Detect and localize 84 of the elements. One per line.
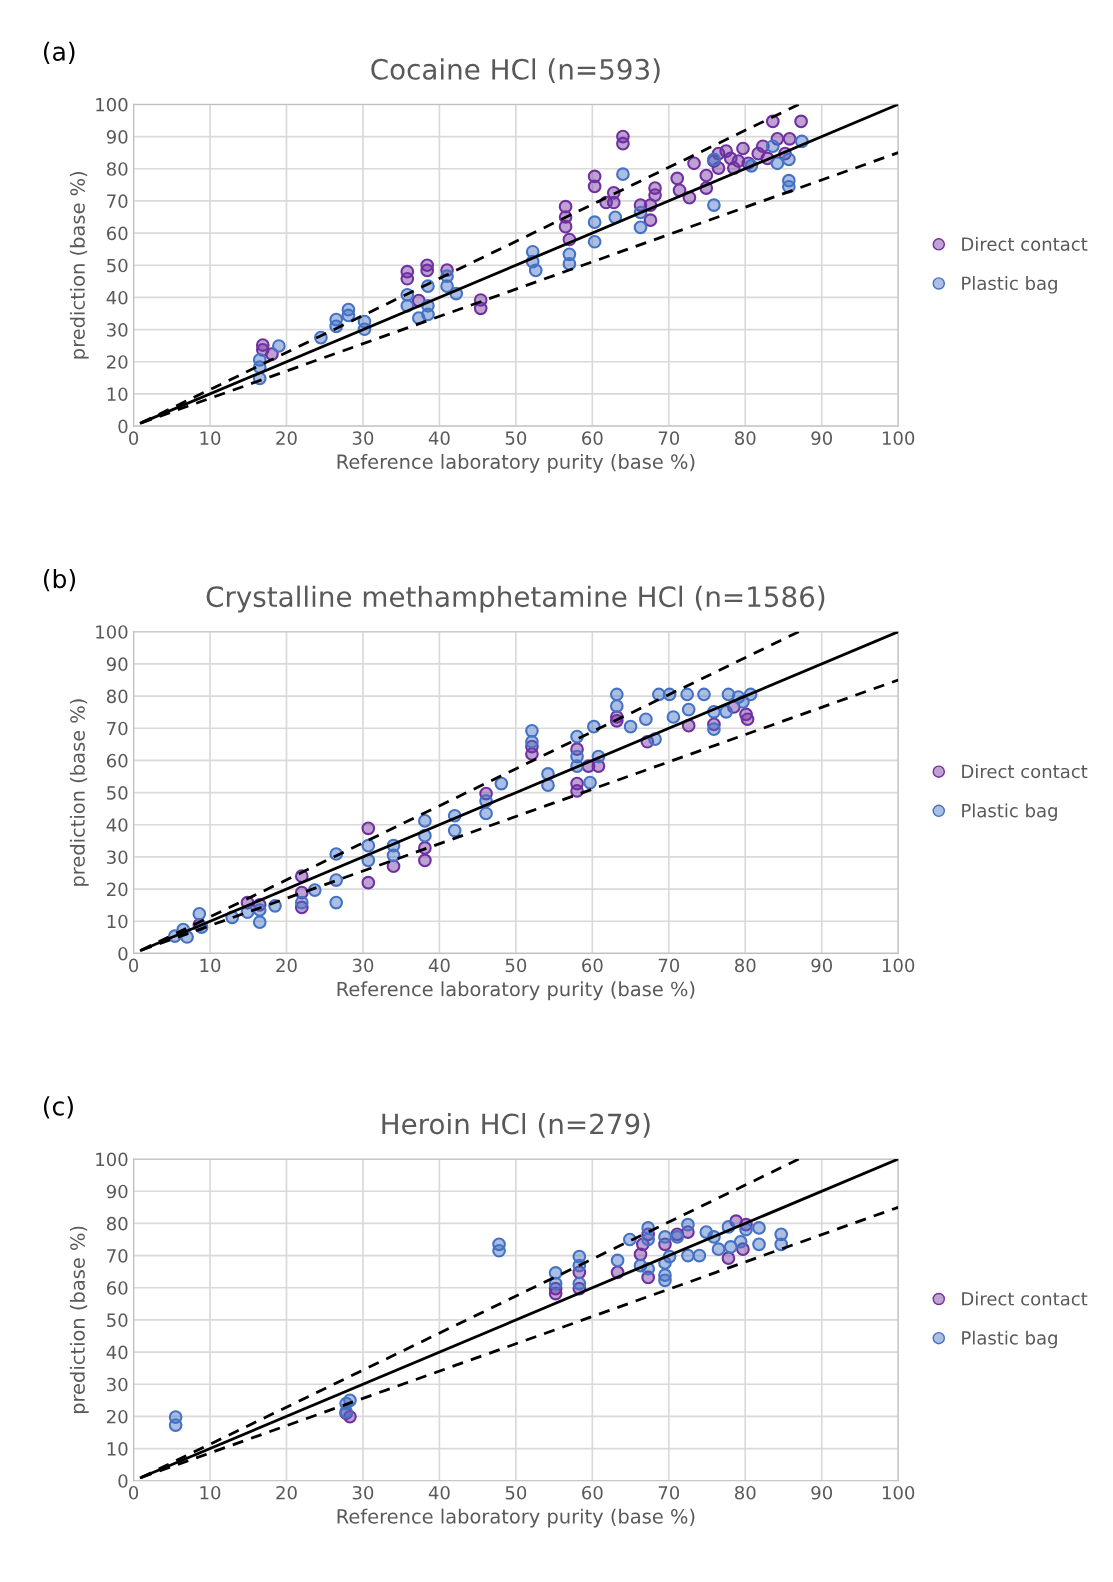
x-tick-label: 20 — [276, 958, 297, 973]
x-tick-label: 90 — [811, 431, 833, 445]
x-tick-label: 90 — [811, 958, 833, 973]
y-tick-label: 20 — [107, 882, 128, 897]
x-tick-label: 30 — [352, 1485, 374, 1500]
legend-label: Direct contact — [962, 764, 1088, 779]
x-tick-label: 100 — [882, 1485, 915, 1500]
y-tick-label: 60 — [106, 226, 128, 241]
y-tick-label: 80 — [106, 689, 128, 704]
x-tick-label: 20 — [276, 431, 297, 445]
y-tick-label: 60 — [106, 1281, 128, 1295]
y-tick-label: 50 — [107, 258, 128, 273]
y-tick-label: 80 — [106, 162, 128, 176]
x-axis-title: Reference laboratory purity (base %) — [337, 981, 695, 1001]
y-axis-title: prediction (base %) — [69, 1226, 89, 1414]
y-tick-label: 70 — [107, 1249, 128, 1263]
x-tick-label: 0 — [129, 431, 139, 445]
y-tick-label: 90 — [106, 1184, 128, 1199]
y-tick-label: 90 — [106, 657, 128, 672]
x-axis-title: Reference laboratory purity (base %) — [337, 453, 695, 473]
legend-label: Plastic bag — [962, 1330, 1057, 1349]
y-tick-label: 70 — [107, 721, 128, 736]
y-tick-label: 30 — [107, 850, 128, 865]
text: (b) — [43, 568, 76, 592]
x-tick-label: 70 — [658, 431, 680, 445]
x-tick-label: 50 — [505, 1485, 527, 1500]
x-tick-label: 10 — [200, 431, 221, 445]
y-tick-label: 80 — [106, 1216, 128, 1231]
x-tick-label: 40 — [428, 958, 450, 973]
y-tick-label: 100 — [96, 625, 128, 639]
y-tick-label: 50 — [107, 1313, 128, 1328]
x-tick-label: 50 — [505, 958, 527, 973]
legend-label: Direct contact — [962, 1291, 1088, 1306]
legend-label: Direct contact — [962, 236, 1088, 251]
x-tick-label: 10 — [200, 958, 221, 973]
chart-title: Crystalline methamphetamine HCl (n=1586) — [206, 585, 825, 613]
x-tick-label: 100 — [882, 958, 915, 973]
x-tick-label: 80 — [735, 958, 756, 973]
y-tick-label: 40 — [106, 818, 128, 832]
y-tick-label: 90 — [106, 130, 128, 144]
y-tick-label: 10 — [107, 387, 128, 402]
legend-label: Plastic bag — [962, 276, 1057, 294]
x-tick-label: 0 — [129, 1485, 139, 1500]
chart-title: Cocaine HCl (n=593) — [371, 58, 660, 84]
y-tick-label: 100 — [96, 97, 128, 112]
x-tick-label: 40 — [428, 431, 450, 445]
y-tick-label: 40 — [106, 1345, 128, 1360]
x-axis-title: Reference laboratory purity (base %) — [337, 1508, 695, 1528]
x-tick-label: 80 — [735, 431, 756, 445]
chart-title: Heroin HCl (n=279) — [382, 1112, 650, 1138]
x-tick-label: 60 — [582, 958, 603, 973]
y-tick-label: 30 — [107, 323, 128, 337]
y-tick-label: 20 — [107, 1409, 128, 1424]
y-tick-label: 30 — [107, 1377, 128, 1392]
x-tick-label: 90 — [811, 1485, 833, 1500]
y-tick-label: 10 — [107, 1442, 128, 1456]
text: (c) — [43, 1096, 73, 1119]
x-tick-label: 70 — [658, 958, 680, 973]
x-tick-label: 30 — [352, 958, 374, 973]
y-tick-label: 60 — [106, 753, 128, 768]
y-tick-label: 0 — [118, 1474, 128, 1488]
y-tick-label: 40 — [106, 290, 128, 305]
y-tick-label: 70 — [107, 194, 128, 209]
x-tick-label: 100 — [882, 431, 915, 445]
y-tick-label: 0 — [118, 946, 128, 961]
x-tick-label: 10 — [200, 1485, 221, 1500]
x-tick-label: 50 — [505, 431, 527, 445]
y-tick-label: 50 — [107, 786, 128, 800]
x-tick-label: 70 — [658, 1485, 680, 1500]
y-tick-label: 10 — [107, 914, 128, 929]
x-tick-label: 60 — [582, 431, 603, 445]
y-tick-label: 100 — [96, 1152, 128, 1167]
x-tick-label: 20 — [276, 1485, 297, 1500]
x-tick-label: 0 — [129, 958, 139, 973]
y-axis-title: prediction (base %) — [69, 699, 89, 886]
x-tick-label: 80 — [735, 1485, 756, 1500]
legend-label: Plastic bag — [962, 803, 1057, 821]
x-tick-label: 30 — [352, 431, 374, 445]
y-tick-label: 20 — [107, 355, 128, 369]
text: (a) — [43, 41, 75, 64]
x-tick-label: 60 — [582, 1485, 603, 1500]
y-axis-title: prediction (base %) — [69, 171, 89, 359]
x-tick-label: 40 — [428, 1485, 450, 1500]
y-tick-label: 0 — [118, 419, 128, 434]
